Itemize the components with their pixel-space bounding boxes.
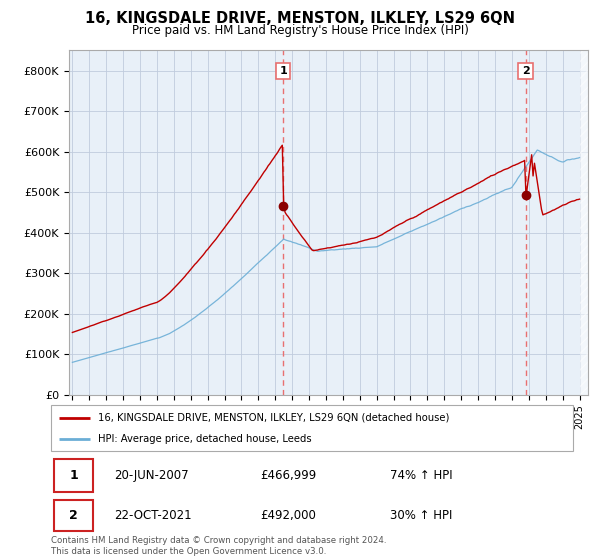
Text: £492,000: £492,000	[260, 509, 316, 522]
FancyBboxPatch shape	[51, 405, 573, 451]
Text: HPI: Average price, detached house, Leeds: HPI: Average price, detached house, Leed…	[98, 435, 311, 444]
Text: 74% ↑ HPI: 74% ↑ HPI	[391, 469, 453, 482]
Text: Contains HM Land Registry data © Crown copyright and database right 2024.
This d: Contains HM Land Registry data © Crown c…	[51, 536, 386, 556]
FancyBboxPatch shape	[53, 500, 93, 531]
Bar	[580, 50, 588, 395]
Text: 2: 2	[69, 509, 78, 522]
Text: 1: 1	[280, 66, 287, 76]
Text: 20-JUN-2007: 20-JUN-2007	[113, 469, 188, 482]
Text: 16, KINGSDALE DRIVE, MENSTON, ILKLEY, LS29 6QN: 16, KINGSDALE DRIVE, MENSTON, ILKLEY, LS…	[85, 11, 515, 26]
Text: Price paid vs. HM Land Registry's House Price Index (HPI): Price paid vs. HM Land Registry's House …	[131, 24, 469, 36]
Text: 22-OCT-2021: 22-OCT-2021	[113, 509, 191, 522]
Text: 30% ↑ HPI: 30% ↑ HPI	[391, 509, 452, 522]
FancyBboxPatch shape	[53, 459, 93, 492]
Text: 1: 1	[69, 469, 78, 482]
Text: 16, KINGSDALE DRIVE, MENSTON, ILKLEY, LS29 6QN (detached house): 16, KINGSDALE DRIVE, MENSTON, ILKLEY, LS…	[98, 413, 449, 423]
Text: 2: 2	[522, 66, 529, 76]
Text: £466,999: £466,999	[260, 469, 316, 482]
